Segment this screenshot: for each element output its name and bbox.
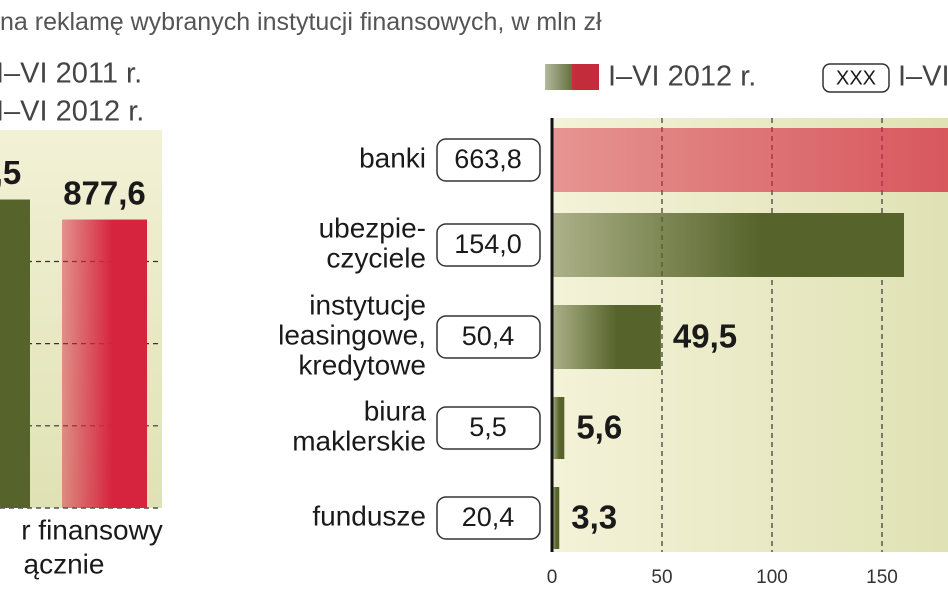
legend-swatch xyxy=(572,64,599,90)
bar xyxy=(552,397,565,459)
box-label: 663,8 xyxy=(454,144,522,174)
box-label: 20,4 xyxy=(462,502,515,532)
legend-label: I–VI 2011 r. xyxy=(898,61,948,93)
category-label: maklerskie xyxy=(292,425,426,456)
category-label: ubezpie- xyxy=(319,212,426,243)
bar xyxy=(552,213,904,277)
legend-box-text: XXX xyxy=(836,67,876,89)
bar xyxy=(62,219,147,509)
category-label: czyciele xyxy=(326,242,426,273)
title: na reklamę wybranych instytucji finansow… xyxy=(0,8,602,36)
box-label: 154,0 xyxy=(454,229,522,259)
value-label: 877,6 xyxy=(63,174,146,211)
category-label: biura xyxy=(364,395,427,426)
box-label: 5,5 xyxy=(469,412,507,442)
value-box xyxy=(436,223,541,267)
bar xyxy=(552,305,661,369)
category-label: fundusze xyxy=(312,500,426,531)
category-label: leasingowe, xyxy=(278,319,426,350)
x-tick-label: 50 xyxy=(651,567,672,588)
bar xyxy=(552,128,948,192)
value-label: 938,5 xyxy=(0,154,21,191)
value-box xyxy=(436,406,541,450)
value-label: 3,3 xyxy=(571,499,617,536)
category-label: kredytowe xyxy=(298,349,426,380)
category-label: instytucje xyxy=(309,289,426,320)
x-tick-label: 0 xyxy=(547,567,558,588)
legend-label: I–VI 2011 r. xyxy=(0,58,142,90)
bar xyxy=(552,487,560,549)
value-box xyxy=(436,496,541,540)
legend-box xyxy=(822,63,890,93)
value-box xyxy=(436,315,541,359)
category-label: r finansowy xyxy=(21,514,163,545)
category-label: ącznie xyxy=(24,548,105,579)
value-label: 49,5 xyxy=(673,318,737,355)
x-tick-label: 100 xyxy=(756,567,788,588)
value-label: 5,6 xyxy=(576,409,622,446)
box-label: 50,4 xyxy=(462,321,515,351)
x-tick-label: 150 xyxy=(866,567,898,588)
legend-label: I–VI 2012 r. xyxy=(0,96,144,128)
category-label: banki xyxy=(359,142,426,173)
legend-label: I–VI 2012 r. xyxy=(608,61,756,93)
bar xyxy=(0,199,30,508)
value-box xyxy=(436,138,541,182)
